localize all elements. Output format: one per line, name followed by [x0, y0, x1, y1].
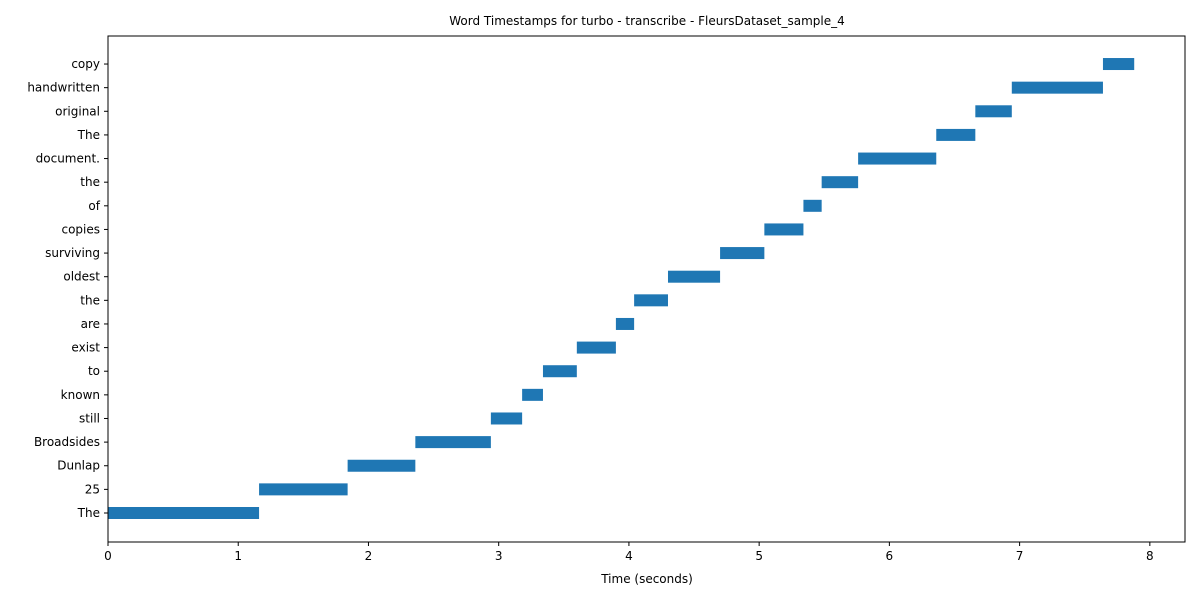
x-tick-label: 3 — [495, 549, 503, 563]
x-axis-label: Time (seconds) — [600, 572, 693, 586]
y-tick-label: copies — [61, 222, 100, 236]
y-tick-label: Broadsides — [34, 435, 100, 449]
bar — [259, 483, 348, 496]
y-axis: The 25 Dunlap Broadsides still known to … — [27, 57, 108, 520]
y-tick-label: handwritten — [27, 81, 100, 95]
x-tick-label: 8 — [1146, 549, 1154, 563]
y-tick-label: surviving — [45, 246, 100, 260]
bar — [667, 270, 721, 283]
y-tick-label: copy — [71, 57, 100, 71]
bar — [522, 388, 543, 401]
bar — [634, 294, 668, 307]
y-tick-label: known — [61, 388, 100, 402]
x-tick-label: 5 — [755, 549, 763, 563]
bar — [858, 152, 937, 165]
bars-group — [108, 58, 1135, 519]
x-tick-label: 6 — [886, 549, 894, 563]
x-axis: 0 1 2 3 4 5 6 7 8 — [104, 542, 1154, 563]
y-tick-label: exist — [71, 341, 100, 355]
x-tick-label: 1 — [234, 549, 242, 563]
bar — [347, 459, 416, 472]
y-tick-label: are — [81, 317, 100, 331]
bar — [821, 176, 859, 189]
y-tick-label: to — [88, 364, 100, 378]
bar — [615, 317, 635, 330]
y-tick-label: original — [55, 104, 100, 118]
bar — [1011, 81, 1103, 94]
x-tick-label: 4 — [625, 549, 633, 563]
plot-frame — [107, 35, 1186, 543]
y-tick-label: 25 — [85, 482, 100, 496]
y-tick-label: The — [77, 128, 100, 142]
bar — [542, 365, 577, 378]
y-tick-label: of — [88, 199, 100, 213]
y-tick-label: document. — [36, 152, 100, 166]
chart-title: Word Timestamps for turbo - transcribe -… — [449, 14, 845, 28]
x-tick-label: 2 — [365, 549, 373, 563]
bar — [490, 412, 523, 425]
bar — [803, 199, 822, 212]
bar — [764, 223, 804, 236]
y-tick-label: The — [77, 506, 100, 520]
y-tick-label: Dunlap — [57, 459, 100, 473]
bar — [108, 507, 260, 519]
x-tick-label: 7 — [1016, 549, 1024, 563]
bar — [720, 247, 765, 260]
y-tick-label: the — [80, 293, 100, 307]
y-tick-label: oldest — [63, 270, 100, 284]
bar — [936, 128, 976, 141]
y-tick-label: the — [80, 175, 100, 189]
x-tick-label: 0 — [104, 549, 112, 563]
y-tick-label: still — [79, 411, 100, 425]
bar — [975, 105, 1012, 118]
bar — [576, 341, 616, 354]
bar — [415, 436, 491, 449]
bar — [1102, 58, 1135, 71]
